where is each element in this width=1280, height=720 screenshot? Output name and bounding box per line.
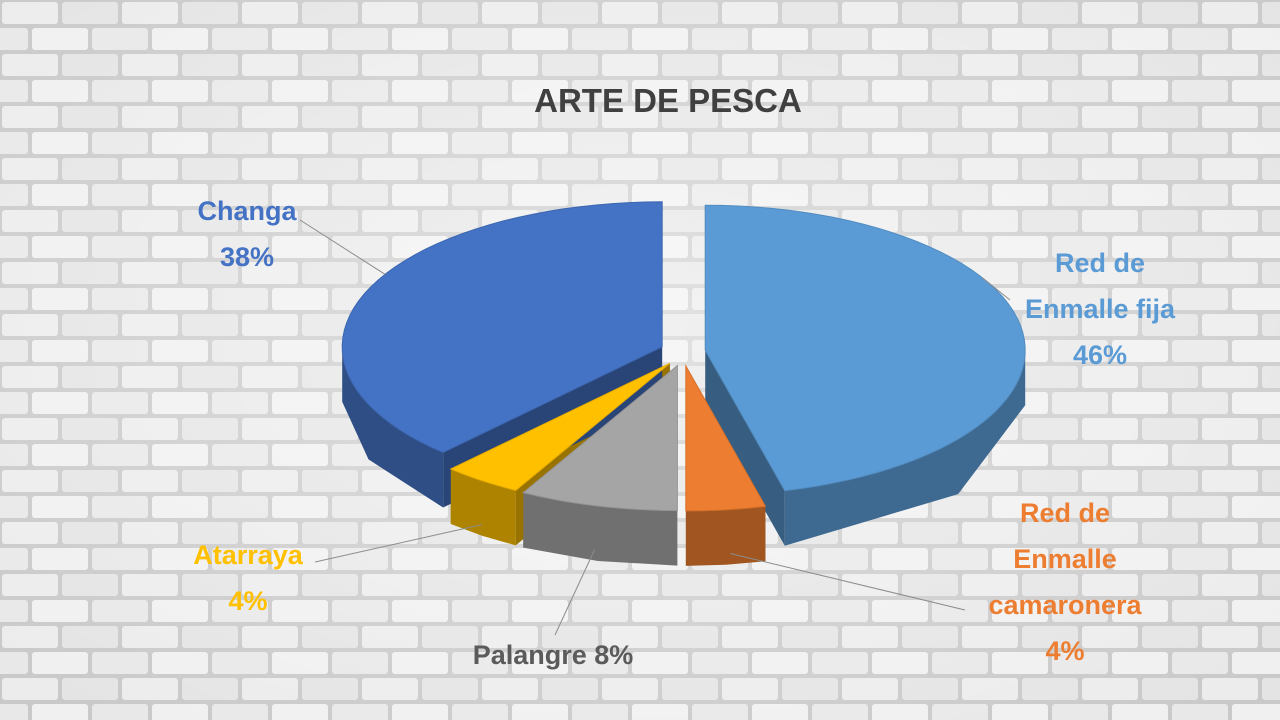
slice (341, 201, 663, 454)
value-label: 4% (228, 586, 268, 616)
slice-side (342, 346, 444, 508)
slice (449, 362, 671, 491)
category-label: Changa (197, 196, 297, 226)
data-label: Palangre 8% (473, 632, 634, 678)
slice-side (784, 350, 1026, 546)
data-label: Changa 38% (172, 188, 322, 280)
value-label: 4% (1045, 636, 1085, 666)
category-label: Red de Enmalle fija (1024, 248, 1176, 324)
leader-line (982, 277, 1011, 301)
category-label: Atarraya (193, 540, 303, 570)
slice (704, 204, 1026, 492)
slice-side (685, 506, 766, 566)
slice-wall (705, 350, 785, 546)
chart-title: ARTE DE PESCA (534, 82, 802, 119)
leader-line (730, 552, 966, 611)
slice-side (450, 469, 516, 546)
value-label: 46% (1072, 340, 1128, 370)
slice-side (523, 492, 678, 566)
pie-tops (341, 201, 1026, 512)
slice (685, 363, 767, 512)
category-label: Red de Enmalle camaronera (988, 498, 1142, 620)
data-label: Red de Enmalle fija 46% (1000, 240, 1200, 378)
leader-line (314, 524, 482, 563)
value-label: 38% (219, 242, 275, 272)
leader-lines (299, 219, 1011, 636)
leader-line (299, 219, 386, 275)
category-label: Palangre (472, 640, 587, 670)
value-label: 8% (594, 640, 634, 670)
leader-line (554, 549, 596, 636)
slice (522, 364, 678, 512)
data-label: Red de Enmalle camaronera 4% (970, 490, 1160, 674)
data-label: Atarraya 4% (173, 532, 323, 624)
